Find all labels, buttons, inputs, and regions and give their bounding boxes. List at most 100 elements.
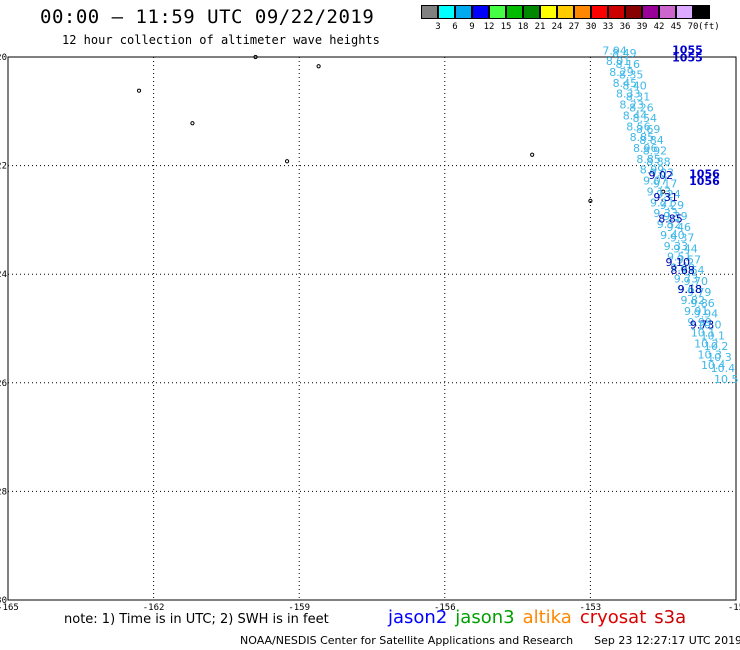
island xyxy=(530,152,535,157)
wave-height-value: 10.0 xyxy=(697,319,722,332)
wave-height-value: 10.4 xyxy=(701,359,726,372)
legend-swatch xyxy=(489,5,506,19)
wave-height-value: 8.69 xyxy=(636,123,661,136)
wave-height-value: 8.85 xyxy=(658,213,683,226)
wave-height-value: 9.82 xyxy=(681,294,706,307)
legend-swatch xyxy=(642,5,659,19)
wave-height-value: 10.5 xyxy=(714,373,739,386)
wave-height-value: 8.85 xyxy=(630,131,655,144)
wave-height-value: 10.1 xyxy=(691,327,716,340)
y-tick-label: -20 xyxy=(0,53,7,63)
island xyxy=(588,198,593,203)
wave-height-value: 9.52 xyxy=(657,218,682,231)
wave-height-value: 8.88 xyxy=(646,156,671,169)
x-tick-label: -159 xyxy=(288,603,310,613)
wave-height-value: 9.73 xyxy=(674,272,699,285)
legend-swatch xyxy=(455,5,472,19)
legend-label: 15 xyxy=(500,22,512,32)
legend-swatch xyxy=(421,5,438,19)
legend-swatch xyxy=(438,5,455,19)
pass-number: 1056 xyxy=(689,168,720,181)
y-tick-label: -30 xyxy=(0,596,7,606)
legend-label: 9 xyxy=(469,22,475,32)
wave-height-value: 9.60 xyxy=(670,261,695,274)
legend-label: 36 xyxy=(619,22,631,32)
wave-height-value: 9.70 xyxy=(683,275,708,288)
wave-height-value: 9.17 xyxy=(653,177,678,190)
wave-height-value: 9.51 xyxy=(667,251,692,264)
wave-height-value: 8.49 xyxy=(612,47,637,60)
wave-height-value: 9.94 xyxy=(694,308,719,321)
wave-height-value: 9.73 xyxy=(690,319,715,332)
wave-height-value: 10.4 xyxy=(711,362,736,375)
x-tick-label: -165 xyxy=(0,603,19,613)
islands xyxy=(136,54,666,203)
legend-swatch xyxy=(557,5,574,19)
legend-label: 39 xyxy=(636,22,648,32)
wave-height-value: 8.92 xyxy=(643,145,668,158)
pass-number: 1056 xyxy=(689,175,720,188)
wave-height-value: 9.99 xyxy=(687,316,712,329)
altimeter-tracks: 7.948.018.298.458.338.238.448.568.858.96… xyxy=(602,44,738,386)
y-tick-label: -22 xyxy=(0,162,7,172)
wave-height-value: 8.40 xyxy=(622,80,647,93)
wave-height-value: 8.96 xyxy=(633,142,658,155)
satellite-cryosat: cryosat xyxy=(579,607,647,628)
legend-swatch xyxy=(523,5,540,19)
wave-height-value: 9.10 xyxy=(666,256,691,269)
footer-timestamp: Sep 23 12:27:17 UTC 2019 xyxy=(594,634,740,647)
x-tick-label: -15 xyxy=(728,603,740,613)
wave-height-value: 10.2 xyxy=(694,338,719,351)
wave-height-value: 9.46 xyxy=(666,221,691,234)
satellite-legend: jason2 jason3 altika cryosat s3a xyxy=(388,607,694,628)
wave-height-value: 9.33 xyxy=(653,207,678,220)
wave-height-value: 8.33 xyxy=(616,88,641,101)
island xyxy=(136,88,142,93)
wave-height-value: 10.2 xyxy=(704,340,729,353)
wave-height-value: 9.40 xyxy=(660,229,685,242)
wave-height-value: 8.99 xyxy=(640,164,665,177)
satellite-s3a: s3a xyxy=(654,607,687,628)
legend-label: 12 xyxy=(483,22,495,32)
wave-height-value: 8.01 xyxy=(606,55,631,68)
y-tick-label: -24 xyxy=(0,270,7,280)
wave-height-value: 10.1 xyxy=(700,329,725,342)
legend-swatch xyxy=(591,5,608,19)
footer-org: NOAA/NESDIS Center for Satellite Applica… xyxy=(240,634,574,647)
wave-height-value: 8.54 xyxy=(633,112,658,125)
legend-swatch xyxy=(574,5,591,19)
x-tick-label: -153 xyxy=(580,603,602,613)
island xyxy=(284,159,290,164)
wave-height-value: 9.37 xyxy=(670,232,695,245)
x-tick-label: -156 xyxy=(434,603,456,613)
chart-subtitle: 12 hour collection of altimeter wave hei… xyxy=(62,33,380,47)
wave-height-value: 9.29 xyxy=(660,199,685,212)
map-frame xyxy=(7,56,737,601)
wave-height-value: 8.31 xyxy=(626,90,651,103)
wave-height-value: 9.44 xyxy=(673,242,698,255)
legend-label: 42 xyxy=(653,22,665,32)
island xyxy=(316,64,321,69)
legend-label: 30 xyxy=(585,22,597,32)
wave-height-value: 10.3 xyxy=(698,348,723,361)
wave-height-value: 8.29 xyxy=(609,66,634,79)
wave-height-value: 9.02 xyxy=(649,169,674,182)
y-tick-label: -28 xyxy=(0,487,7,497)
chart-title: 00:00 – 11:59 UTC 09/22/2019 xyxy=(40,6,375,28)
wave-height-value: 9.18 xyxy=(678,283,703,296)
legend-swatch xyxy=(676,5,693,19)
legend-label: 27 xyxy=(568,22,580,32)
legend-swatch xyxy=(693,5,710,19)
island xyxy=(253,54,258,60)
legend-swatch xyxy=(608,5,625,19)
wave-height-value: 9.13 xyxy=(647,185,672,198)
wave-height-value: 9.24 xyxy=(656,188,681,201)
wave-height-value: 9.07 xyxy=(643,175,668,188)
legend-swatch xyxy=(659,5,676,19)
legend-swatch xyxy=(472,5,489,19)
note-text: note: 1) Time is in UTC; 2) SWH is in fe… xyxy=(64,612,329,627)
wave-height-value: 8.84 xyxy=(639,134,664,147)
wave-height-value: 8.23 xyxy=(619,99,644,112)
x-tick-label: -162 xyxy=(143,603,165,613)
